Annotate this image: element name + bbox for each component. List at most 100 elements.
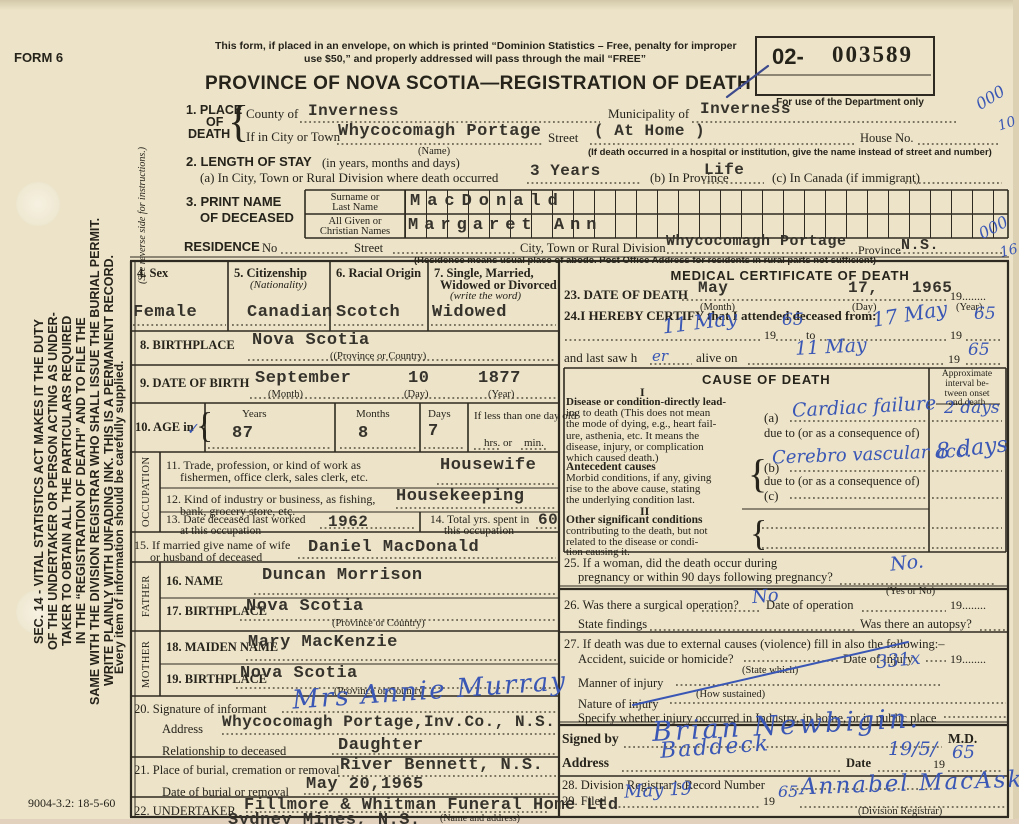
residence-city-value: Whycocomagh Portage [666, 233, 847, 250]
sex-label: 4. Sex [137, 266, 169, 280]
father-birthplace-value: Nova Scotia [246, 597, 364, 616]
injury-date-label: Date of injury [843, 652, 914, 666]
state-which-note: (State which) [742, 665, 799, 676]
certify-label: 24.I HEREBY CERTIFY that I attended dece… [564, 308, 877, 323]
occupation-industry-value: Housekeeping [396, 487, 525, 506]
marital-label: 7. Single, Married, [434, 266, 534, 280]
brace: { [228, 97, 250, 146]
last-saw-19: 19 [948, 352, 960, 366]
birth-day: 10 [408, 369, 430, 388]
age-years-value: 87 [232, 424, 254, 443]
citizenship-sub: (Nationality) [250, 279, 307, 291]
age-hrs-label: hrs. or [484, 437, 513, 449]
other-conditions-line: tion causing it. [566, 546, 630, 559]
signed-date-hand: 19/5/ [888, 738, 938, 760]
father-birthplace-label: 17. BIRTHPLACE [166, 604, 267, 618]
age-less-than-day-label: If less than one day old [474, 410, 577, 422]
given-names-label: Christian Names [319, 226, 391, 237]
pregnancy-question: 25. If a woman, did the death occur duri… [564, 556, 778, 570]
attended-to-year-hand: 65 [974, 304, 996, 324]
death-year-value: 1965 [912, 279, 953, 297]
place-label: DEATH [188, 127, 231, 141]
print-code: 9004-3.2: 18-5-60 [28, 796, 116, 810]
mother-birthplace-label: 19. BIRTHPLACE [166, 672, 267, 686]
operation-date-label: Date of operation [766, 598, 854, 612]
division-registrar-note: (Division Registrar) [858, 806, 943, 817]
citizenship-label: 5. Citizenship [234, 266, 307, 280]
cause-b-label: (b) [764, 460, 780, 475]
operation-19-print: 19........ [950, 598, 986, 612]
state-findings-label: State findings [578, 617, 648, 631]
stay-a-value: 3 Years [530, 162, 601, 180]
residence-street-label: Street [354, 241, 384, 255]
signed-date-label: Date [846, 756, 871, 770]
pregnancy-question: pregnancy or within 90 days following pr… [578, 570, 833, 584]
medical-title: MEDICAL CERTIFICATE OF DEATH [670, 268, 910, 283]
injury-19-print: 19........ [950, 652, 986, 666]
place-label: OF [206, 115, 224, 129]
birth-month-note: (Month) [268, 389, 303, 400]
stay-b-label: (b) In Province [650, 170, 729, 185]
disease-description-line: ing to death (This does not mean [566, 407, 711, 420]
surname-label: Last Name [332, 202, 378, 213]
nature-of-injury-label: Nature of injury [578, 697, 659, 711]
burial-place-value: River Bennett, N.S. [340, 756, 544, 775]
birthplace-label: 8. BIRTHPLACE [140, 338, 235, 352]
cause-roman-one: I [640, 385, 645, 399]
house-no-label: House No. [860, 131, 914, 145]
marital-sub: (write the word) [450, 290, 522, 302]
street-value: ( At Home ) [594, 122, 706, 140]
birthplace-value: Nova Scotia [252, 331, 370, 350]
cause-c-label: (c) [764, 488, 779, 503]
attended-from-19: 19 [764, 328, 776, 342]
death-month-note: (Month) [700, 302, 735, 313]
death-month-value: May [698, 279, 729, 297]
sex-value: Female [133, 303, 198, 322]
spouse-label: or husband of deceased [150, 550, 263, 564]
cause-roman-two: II [640, 504, 650, 518]
antecedent-line: Morbid conditions, if any, giving [566, 472, 712, 484]
interval-header-line: and death [948, 398, 986, 409]
record-number-label: 28. Division Registrar’s Record Number [562, 778, 765, 792]
disease-description-line: disease, injury, or complication [566, 440, 704, 453]
paper-edge-top [0, 0, 1019, 10]
birth-month: September [255, 369, 352, 388]
surgical-operation-question: 26. Was there a surgical operation? [564, 598, 739, 612]
disease-description-line: which caused death.) [566, 452, 659, 465]
county-value: Inverness [308, 102, 399, 120]
form-title: PROVINCE OF NOVA SCOTIA—REGISTRATION OF … [205, 73, 752, 94]
signed-year-hand: 65 [952, 742, 975, 763]
racial-origin-label: 6. Racial Origin [336, 266, 422, 280]
brace: { [750, 513, 768, 553]
filed-label: 29. Filed [562, 794, 607, 808]
father-birthplace-note: (Province or Country) [332, 618, 425, 629]
undertaker-label: 22. UNDERTAKER [134, 804, 236, 818]
municipality-label: Municipality of [608, 106, 690, 121]
age-days-label: Days [428, 408, 451, 420]
city-label: If in City or Town [246, 129, 341, 144]
date-of-birth-label: 9. DATE OF BIRTH [140, 376, 250, 390]
city-value: Whycocomagh Portage [338, 122, 542, 141]
place-label: 1. PLACE [186, 103, 243, 117]
external-causes-label: 27. If death was due to external causes … [564, 637, 945, 651]
age-label: 10. AGE in [135, 420, 194, 434]
citizenship-value: Canadian [247, 303, 333, 322]
accident-label: Accident, suicide or homicide? [578, 652, 734, 666]
stay-c-label: (c) In Canada (if immigrant) [772, 170, 920, 185]
interval-header-line: tween onset [944, 388, 990, 399]
last-worked-label: 13. Date deceased last worked [166, 514, 306, 526]
occupation-industry-label: bank, grocery store, etc. [180, 504, 296, 518]
mother-birthplace-value: Nova Scotia [240, 664, 358, 683]
residence-no-label: No [262, 241, 278, 255]
cause-a-label: (a) [764, 410, 779, 425]
total-years-label: this occupation [444, 525, 514, 537]
occupation-trade-value: Housewife [440, 456, 537, 475]
birth-year-note: (Year) [488, 389, 515, 400]
date-of-death-label: 23. DATE OF DEATH [564, 287, 688, 302]
last-saw-year-hand: 65 [968, 340, 990, 360]
burial-date-value: May 20,1965 [306, 775, 424, 794]
total-years-label: 14. Total yrs. spent in [430, 514, 530, 526]
serial-box [755, 36, 935, 96]
